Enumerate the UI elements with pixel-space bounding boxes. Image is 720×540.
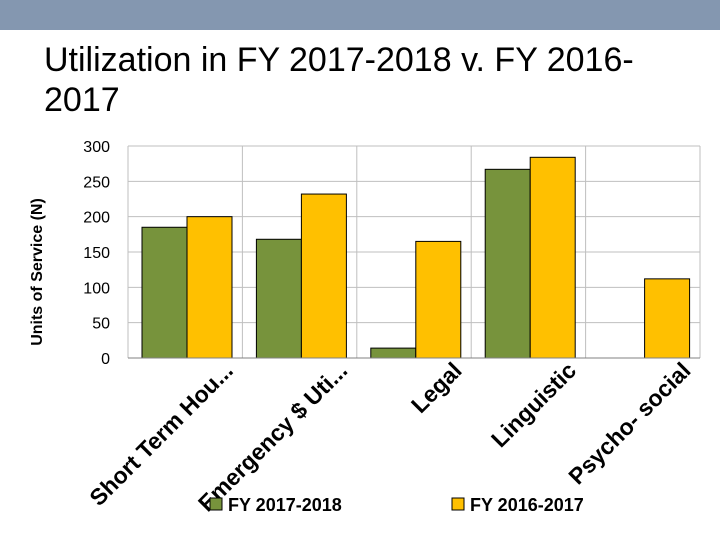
bar-fy2017-2018-3 xyxy=(484,168,531,359)
bar-fy2017-2018-2 xyxy=(370,347,417,359)
y-tick-label: 50 xyxy=(92,316,110,333)
bar-fy2016-2017-3 xyxy=(529,156,576,359)
y-tick-label: 0 xyxy=(101,351,110,368)
y-axis-title: Units of Service (N) xyxy=(29,198,46,346)
slide-title: Utilization in FY 2017-2018 v. FY 2016- … xyxy=(44,40,684,120)
bar-fy2016-2017-1 xyxy=(300,193,347,359)
slide-header-bar xyxy=(0,0,720,30)
legend-label: FY 2016-2017 xyxy=(470,495,584,515)
x-category-label: Linguistic xyxy=(486,357,581,452)
legend-swatch xyxy=(209,497,223,511)
y-tick-label: 250 xyxy=(83,174,110,191)
y-tick-label: 150 xyxy=(83,245,110,262)
legend-label: FY 2017-2018 xyxy=(228,495,342,515)
bars xyxy=(141,156,691,359)
bar-fy2016-2017-4 xyxy=(644,278,691,359)
slide-title-line-2: 2017 xyxy=(44,81,120,119)
slide-title-line-1: Utilization in FY 2017-2018 v. FY 2016- xyxy=(44,41,634,79)
bar-fy2016-2017-2 xyxy=(415,240,462,359)
y-tick-label: 200 xyxy=(83,210,110,227)
bar-fy2017-2018-0 xyxy=(141,226,188,359)
y-tick-label: 300 xyxy=(83,139,110,156)
x-category-label: Legal xyxy=(406,357,467,418)
bar-fy2016-2017-0 xyxy=(186,216,233,359)
y-tick-label: 100 xyxy=(83,280,110,297)
x-category-label: Psycho- social xyxy=(563,357,695,489)
legend: FY 2017-2018 FY 2016-2017 xyxy=(209,495,584,515)
bar-fy2017-2018-1 xyxy=(255,238,302,359)
legend-swatch xyxy=(451,497,465,511)
